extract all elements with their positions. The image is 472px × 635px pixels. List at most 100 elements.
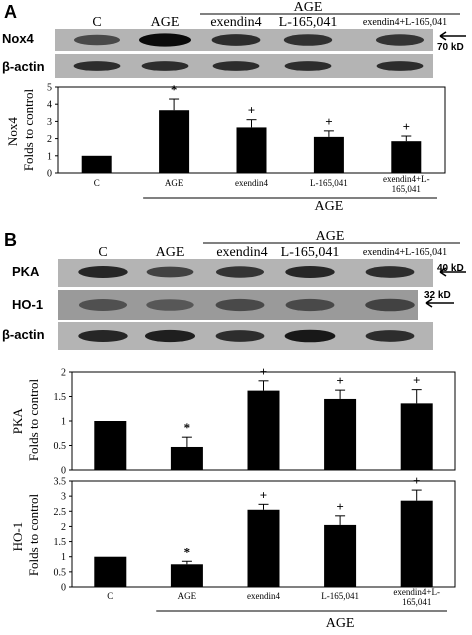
panel-b-marker-40kd: 40 kD <box>437 263 464 274</box>
y-tick-label: 1 <box>61 552 66 563</box>
chart-b-ho1-ylabel-line: Folds to control <box>26 493 41 576</box>
blot-band <box>283 34 333 46</box>
blot-band <box>375 34 425 46</box>
significance-marker: + <box>260 364 267 379</box>
bar <box>94 421 127 470</box>
significance-marker: + <box>336 373 343 388</box>
x-category-label: AGE <box>178 591 197 601</box>
blot-band <box>211 34 261 46</box>
chart-a-ylabel-line: Nox4 <box>5 117 20 146</box>
y-tick-label: 2 <box>47 134 52 145</box>
panel-a-lane-label: exendin4 <box>210 15 261 30</box>
panel-a-blot-label-actin: β-actin <box>2 59 45 74</box>
blot-band <box>215 330 265 342</box>
y-tick-label: 0 <box>61 583 66 594</box>
panel-b-group-label: AGE <box>316 229 345 244</box>
bar <box>170 446 203 470</box>
significance-marker: + <box>325 114 332 129</box>
panel-a-marker-70kd: 70 kD <box>437 42 464 53</box>
blot-band <box>139 33 191 47</box>
y-tick-label: 1 <box>47 151 52 162</box>
y-tick-label: 2 <box>61 522 66 533</box>
x-category-label: L-165,041 <box>310 178 348 188</box>
panel-a-lane-label: exendin4+L-165,041 <box>363 17 447 28</box>
x-category-label: exendin4+L-165,041 <box>393 587 440 607</box>
x-category-label: exendin4+L-165,041 <box>383 174 430 194</box>
bar <box>391 141 422 173</box>
panel-b-lane-label: L-165,041 <box>281 245 340 260</box>
blot-band <box>212 61 260 71</box>
blot-band <box>146 266 194 278</box>
bar <box>94 556 127 587</box>
blot-band <box>376 61 424 71</box>
bar <box>236 127 267 173</box>
y-tick-label: 0.5 <box>54 567 67 578</box>
y-tick-label: 3 <box>61 492 66 503</box>
blot-band <box>78 330 128 342</box>
significance-marker: + <box>403 119 410 134</box>
bar <box>81 155 112 173</box>
y-tick-label: 0 <box>61 466 66 477</box>
significance-marker: + <box>413 373 420 388</box>
panel-b-blot-label-ho1: HO-1 <box>12 297 43 312</box>
bar <box>170 564 203 587</box>
significance-marker: * <box>171 82 178 97</box>
panel-a-lane-label: L-165,041 <box>279 15 338 30</box>
blot-band <box>141 61 189 71</box>
chart-b-pka-ylabel: PKA Folds to control <box>10 378 41 461</box>
blot-band <box>73 34 121 46</box>
panel-a-lane-label: C <box>92 15 101 30</box>
blot-band <box>284 61 332 71</box>
blot-band <box>365 266 415 278</box>
panel-b-letter: B <box>4 230 17 250</box>
panel-a-actin-bands <box>73 61 424 71</box>
blot-band <box>146 299 194 311</box>
blot-band <box>365 330 415 342</box>
chart-b-ho1-ylabel-line: HO-1 <box>10 522 25 552</box>
chart-a-ylabel-line: Folds to control <box>21 88 36 171</box>
y-tick-label: 3.5 <box>54 477 67 488</box>
significance-marker: + <box>336 499 343 514</box>
blot-band <box>284 329 336 343</box>
blot-band <box>215 266 265 278</box>
blot-band <box>365 298 415 312</box>
bar <box>247 509 280 587</box>
y-tick-label: 0 <box>47 169 52 180</box>
y-tick-label: 2 <box>61 368 66 379</box>
bar <box>400 403 433 470</box>
significance-marker: + <box>260 487 267 502</box>
panel-b-ho1-bands <box>78 298 415 312</box>
significance-marker: + <box>248 103 255 118</box>
panel-b-lane-label: exendin4 <box>216 245 267 260</box>
y-tick-label: 1.5 <box>54 537 67 548</box>
x-category-label: C <box>107 591 113 601</box>
chart-b-pka: 0 0.5 1 1.5 2 * + + + <box>54 364 456 477</box>
panel-b-marker-32kd: 32 kD <box>424 290 451 301</box>
x-category-label: exendin4 <box>247 591 280 601</box>
panel-a-nox4-bands <box>73 33 425 47</box>
blot-band <box>78 266 128 278</box>
blot-band <box>78 299 128 311</box>
panel-a-group-label: AGE <box>294 0 323 15</box>
x-category-label: exendin4 <box>235 178 268 188</box>
y-tick-label: 4 <box>47 100 52 111</box>
group-label: AGE <box>315 199 344 214</box>
chart-a: 0 1 2 3 4 5 * + + + C AGE exendin4 L-165,041 exendin4+… <box>47 82 446 214</box>
bar <box>400 500 433 587</box>
chart-b-pka-ylabel-line: Folds to control <box>26 378 41 461</box>
significance-marker: + <box>413 473 420 488</box>
bar <box>247 390 280 470</box>
y-tick-label: 2.5 <box>54 507 67 518</box>
panel-b-pka-bands <box>78 266 415 278</box>
x-category-label: C <box>94 178 100 188</box>
chart-b-ho1: 0 0.5 1 1.5 2 2.5 3 3.5 * + + + C AGE exendin4 L-165,04… <box>54 473 456 631</box>
panel-b-lane-label: exendin4+L-165,041 <box>363 247 447 258</box>
blot-band <box>73 61 121 71</box>
panel-b-actin-bands <box>78 329 415 343</box>
panel-b-blot-label-pka: PKA <box>12 264 40 279</box>
blot-band <box>215 298 265 312</box>
y-tick-label: 0.5 <box>54 441 67 452</box>
y-tick-label: 1 <box>61 417 66 428</box>
panel-a-letter: A <box>4 2 17 22</box>
